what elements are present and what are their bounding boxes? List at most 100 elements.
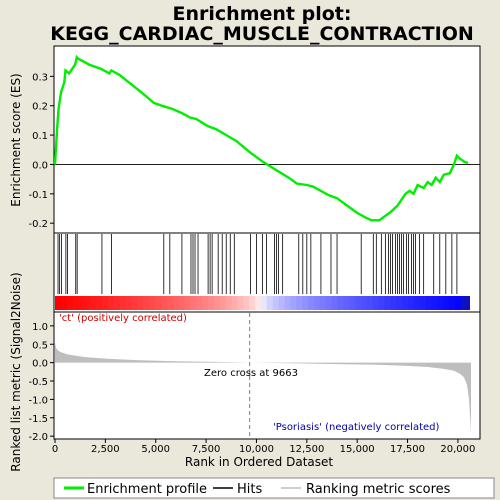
band-segment: [113, 296, 121, 310]
band-segment: [308, 296, 315, 310]
band-segment: [102, 296, 109, 310]
legend-box: [53, 477, 495, 499]
legend-hits-label: Hits: [237, 482, 262, 497]
band-segment: [372, 296, 380, 310]
legend-ranking-label: Ranking metric scores: [306, 482, 451, 497]
ranking-panel: [53, 311, 481, 440]
band-segment: [413, 296, 421, 310]
band-segment: [55, 296, 62, 310]
band-segment: [119, 296, 127, 310]
band-segment: [190, 296, 197, 310]
x-axis-label: Rank in Ordered Dataset: [185, 455, 333, 469]
es-profile-line: [53, 54, 469, 222]
band-segment: [125, 296, 132, 310]
band-segment: [172, 296, 180, 310]
band-segment: [425, 296, 433, 310]
band-segment: [196, 296, 203, 310]
band-segment: [402, 296, 409, 310]
band-segment: [131, 296, 138, 310]
band-segment: [349, 296, 356, 310]
band-segment: [302, 296, 309, 310]
ranking-ytick-label: 0.0: [32, 359, 48, 370]
band-segment: [166, 296, 174, 310]
es-ytick-label: -0.2: [28, 219, 48, 230]
ranking-ytick-label: 0.5: [32, 340, 48, 351]
band-segment: [72, 296, 80, 310]
band-segment: [78, 296, 85, 310]
es-ytick-label: 0.3: [32, 72, 48, 83]
es-layer: [53, 54, 480, 222]
band-segment: [284, 296, 291, 310]
band-segment: [208, 296, 215, 310]
es-ytick-label: 0.2: [32, 102, 48, 113]
ranking-ytick-label: 1.0: [32, 322, 48, 333]
es-ytick-label: -0.1: [28, 190, 48, 201]
xtick-label: 10,000: [239, 444, 274, 455]
band-segment: [155, 296, 162, 310]
band-segment: [296, 296, 303, 310]
band-segment: [243, 296, 250, 310]
band-segment: [249, 296, 256, 310]
legend: Enrichment profile Hits Ranking metric s…: [53, 477, 495, 499]
band-segment: [108, 296, 115, 310]
xtick-label: 5,000: [141, 444, 170, 455]
ranking-ytick-label: -1.5: [28, 414, 48, 425]
band-segment: [443, 296, 450, 310]
band-segment: [184, 296, 191, 310]
band-segment: [255, 296, 262, 310]
xtick-label: 0: [52, 444, 58, 455]
es-ylabel: Enrichment score (ES): [9, 73, 23, 206]
band-segment: [384, 296, 391, 310]
band-segment: [260, 296, 268, 310]
band-segment: [419, 296, 427, 310]
xtick-label: 17,500: [390, 444, 425, 455]
band-segment: [202, 296, 209, 310]
xtick-label: 7,500: [192, 444, 221, 455]
rank-color-band: [55, 296, 470, 310]
band-segment: [313, 296, 321, 310]
band-segment: [231, 296, 238, 310]
band-segment: [96, 296, 103, 310]
band-segment: [366, 296, 374, 310]
band-segment: [378, 296, 385, 310]
band-segment: [331, 296, 338, 310]
ranking-ytick-label: -1.0: [28, 395, 48, 406]
es-ytick-label: 0.1: [32, 131, 48, 142]
band-segment: [225, 296, 232, 310]
band-segment: [237, 296, 244, 310]
band-segment: [84, 296, 91, 310]
band-segment: [290, 296, 297, 310]
es-ytick-label: 0.0: [32, 160, 48, 171]
band-segment: [143, 296, 150, 310]
xtick-label: 12,500: [289, 444, 324, 455]
xtick-label: 2,500: [91, 444, 120, 455]
negative-label: 'Psoriasis' (negatively correlated): [273, 422, 440, 433]
ranking-ylabel: Ranked list metric (Signal2Noise): [9, 272, 23, 471]
axis-layer: -0.2 -0.1 0.0 0.1 0.2 0.3 -2.0 -1.5 -1.0 -0.5 0.0 0…: [28, 72, 475, 455]
legend-enrichment-label: Enrichment profile: [87, 482, 207, 497]
band-segment: [66, 296, 74, 310]
band-segment: [449, 296, 456, 310]
band-segment: [213, 296, 221, 310]
band-segment: [355, 296, 362, 310]
xtick-label: 20,000: [440, 444, 475, 455]
band-segment: [178, 296, 185, 310]
band-segment: [361, 296, 368, 310]
positive-label: 'ct' (positively correlated): [59, 313, 187, 324]
hits-layer: [57, 234, 458, 294]
band-segment: [319, 296, 327, 310]
zero-cross-label: Zero cross at 9663: [204, 368, 298, 379]
band-segment: [455, 296, 462, 310]
band-segment: [437, 296, 444, 310]
band-segment: [60, 296, 68, 310]
band-segment: [408, 296, 415, 310]
band-segment: [325, 296, 333, 310]
band-segment: [266, 296, 274, 310]
ranking-ytick-label: -2.0: [28, 432, 48, 443]
band-end-segment: [461, 296, 470, 310]
band-segment: [278, 296, 285, 310]
band-segment: [160, 296, 168, 310]
band-segment: [431, 296, 438, 310]
band-segment: [219, 296, 227, 310]
